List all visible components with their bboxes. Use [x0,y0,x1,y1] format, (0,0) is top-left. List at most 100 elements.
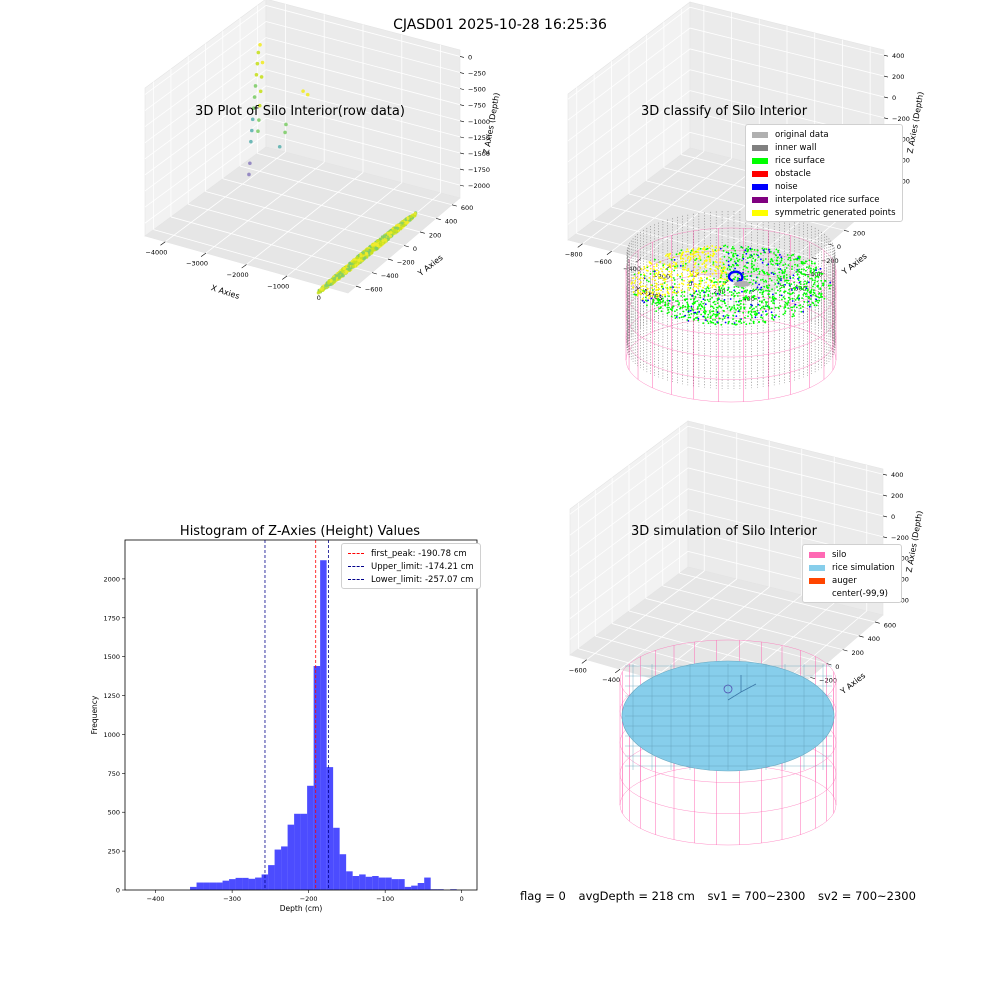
symmetric-point [687,286,690,289]
x-tick-label: −1000 [267,282,289,290]
x-tick [615,669,621,674]
rice-surface-point [706,320,709,322]
noise-point [737,310,740,313]
raw-surface-point [333,276,337,280]
symmetric-point [668,257,671,259]
x-tick [635,258,642,263]
rice-surface-point [791,306,794,309]
rice-surface-point [722,263,725,266]
rice-surface-point [751,255,753,258]
rice-surface-point [767,293,770,296]
rice-surface-point [747,270,750,273]
rice-surface-point [814,262,816,265]
rice-surface-point [644,299,647,302]
rice-surface-point [711,292,714,295]
z-tick-label: −500 [468,86,486,94]
rice-surface-point [784,310,787,313]
symmetric-point [700,277,703,280]
rice-surface-point [701,279,704,282]
rice-surface-point [677,300,679,302]
rice-surface-point [680,249,683,252]
symmetric-point [720,271,723,273]
y-tick-label: −600 [365,286,383,294]
rice-surface-point [712,307,715,310]
symmetric-point [640,293,643,296]
symmetric-point [719,261,722,264]
rice-surface-point [787,279,790,282]
rice-surface-point [659,307,662,309]
noise-point [815,269,817,272]
raw-surface-point [344,269,348,274]
rice-surface-point [726,245,729,248]
rice-surface-point [789,259,792,262]
grid-y-floor [576,233,781,286]
noise-point [719,247,722,250]
symmetric-point [698,247,700,250]
symmetric-point [658,292,661,295]
rice-surface-point [808,259,811,262]
symmetric-point [642,277,645,280]
histogram-frame [124,539,478,891]
rice-surface-point [746,289,749,292]
rice-surface-point [798,294,800,297]
noise-point [705,319,707,322]
rice-surface-point [805,295,807,298]
rice-surface-point [667,302,670,305]
symmetric-point [687,275,690,278]
x-tick-label: −400 [147,895,165,903]
noise-point [729,298,732,300]
rice-surface-point [812,283,815,286]
rice-surface-point [807,295,809,298]
noise-point [756,286,759,289]
symmetric-point [723,267,726,269]
rice-surface-point [763,285,766,288]
y-tick-label: 200 [429,231,441,239]
y-tick [842,649,848,652]
noise-point [796,286,798,289]
x-tick-label: −600 [594,258,612,266]
rice-surface-point [812,285,814,288]
symmetric-point [719,246,721,249]
rice-surface-point [646,279,648,282]
symmetric-point [649,267,652,270]
legend-item: auger [809,574,895,587]
rice-surface-point [797,299,800,301]
symmetric-point [709,275,712,278]
y-tick [451,204,457,207]
rice-surface-point [765,248,768,251]
rice-surface-point [683,295,686,297]
rice-surface-point [727,314,730,317]
symmetric-point [694,251,697,254]
noise-point [768,251,771,253]
rice-surface-point [787,292,789,294]
rice-surface-point [775,259,778,262]
rice-surface-point [746,298,749,301]
grid-y-floor [662,585,859,637]
symmetric-point [637,272,640,275]
rice-surface-point [751,260,753,263]
rice-surface-point [785,274,788,276]
rice-surface-point [783,271,786,274]
z-tick-label: −750 [468,102,486,110]
symmetric-point [711,245,714,247]
symmetric-point [711,255,714,258]
legend-histogram: first_peak: -190.78 cm Upper_limit: -174.… [341,543,481,589]
rice-surface-point [818,292,821,294]
rice-surface-point [792,291,794,294]
silo-wire-ring [625,317,837,403]
rice-surface-point [750,305,753,308]
rice-surface-point [746,250,749,253]
rice-surface-point [633,273,636,276]
noise-point [791,300,794,302]
rice-surface-point [780,269,783,272]
rice-surface-point [766,286,768,288]
raw-surface-point [359,254,363,258]
symmetric-point [689,253,692,255]
noise-point [758,283,760,286]
rice-surface-point [795,306,798,309]
rice-surface-point [802,305,804,308]
rice-surface-point [801,288,804,291]
grid-y-floor [611,206,813,259]
rice-surface-point [791,297,794,300]
noise-point [761,261,764,264]
